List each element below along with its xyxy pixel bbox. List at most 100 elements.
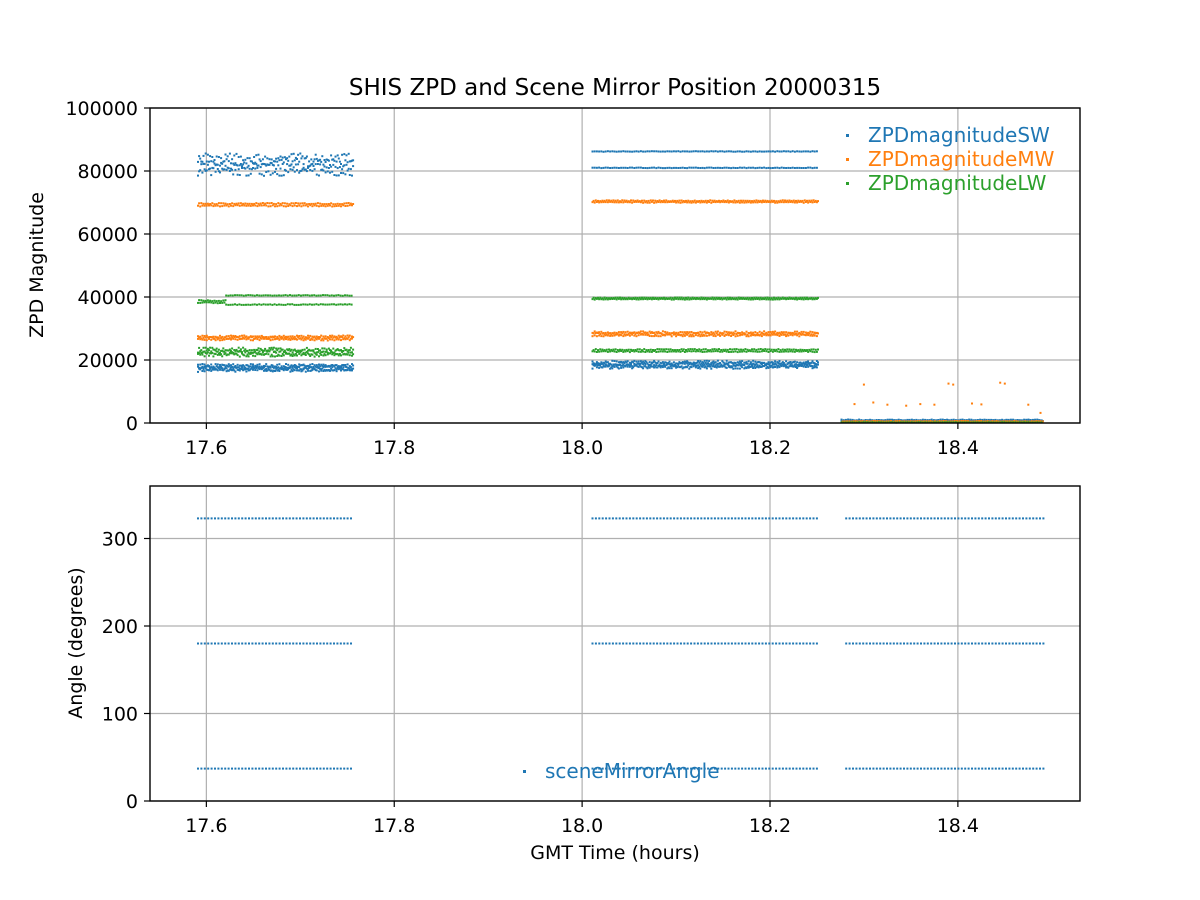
point-zpdmagnitudesw: [215, 368, 218, 371]
point-zpdmagnitudesw: [632, 361, 635, 364]
point-zpdmagnitudemw: [313, 339, 316, 342]
point-scenemirrorangle: [879, 642, 882, 645]
point-zpdmagnitudemw: [600, 201, 603, 204]
point-scenemirrorangle: [775, 642, 778, 645]
point-zpdmagnitudesw: [287, 159, 290, 162]
point-zpdmagnitudesw: [765, 167, 768, 170]
point-zpdmagnitudesw: [307, 367, 309, 370]
point-zpdmagnitudesw: [767, 363, 770, 366]
point-zpdmagnitudesw: [704, 361, 707, 364]
point-zpdmagnitudelw: [287, 349, 290, 352]
point-zpdmagnitudemw: [749, 201, 752, 204]
point-scenemirrorangle: [271, 642, 274, 645]
point-zpdmagnitudelw: [753, 348, 756, 351]
point-zpdmagnitudelw: [675, 350, 678, 353]
point-zpdmagnitudemw: [647, 333, 650, 336]
point-zpdmagnitudesw: [800, 362, 803, 365]
point-zpdmagnitudesw: [245, 174, 248, 177]
point-zpdmagnitudemw: [870, 420, 873, 423]
point-zpdmagnitudelw: [702, 296, 705, 299]
point-scenemirrorangle: [984, 642, 987, 645]
point-zpdmagnitudemw: [631, 331, 634, 334]
point-zpdmagnitudelw: [639, 298, 642, 301]
point-zpdmagnitudemw: [226, 203, 229, 206]
point-zpdmagnitudemw: [343, 337, 346, 340]
point-zpdmagnitudesw: [327, 167, 330, 169]
point-zpdmagnitudemw: [701, 201, 704, 204]
point-zpdmagnitudesw: [593, 150, 596, 153]
point-zpdmagnitudesw: [716, 362, 719, 365]
point-zpdmagnitudesw: [224, 365, 227, 368]
point-zpdmagnitudelw: [254, 355, 257, 358]
point-zpdmagnitudelw: [293, 294, 296, 297]
point-zpdmagnitudelw: [866, 421, 869, 424]
point-zpdmagnitudesw: [755, 362, 758, 365]
point-zpdmagnitudelw: [260, 349, 263, 352]
point-zpdmagnitudemw: [692, 331, 695, 334]
point-zpdmagnitudesw: [983, 418, 986, 421]
point-zpdmagnitudemw: [288, 203, 291, 206]
point-zpdmagnitudesw: [249, 160, 252, 163]
point-zpdmagnitudesw: [757, 361, 760, 363]
point-zpdmagnitudemw: [209, 203, 212, 205]
point-zpdmagnitudesw: [212, 368, 215, 371]
point-zpdmagnitudemw: [269, 205, 272, 208]
point-zpdmagnitudelw: [723, 350, 726, 352]
point-zpdmagnitudesw: [626, 167, 629, 169]
point-zpdmagnitudesw: [244, 167, 247, 170]
point-zpdmagnitudelw: [701, 298, 704, 301]
point-zpdmagnitudemw: [280, 337, 283, 340]
point-zpdmagnitudemw: [324, 205, 327, 208]
point-zpdmagnitudelw: [636, 348, 639, 351]
point-zpdmagnitudesw: [319, 163, 322, 166]
point-scenemirrorangle: [812, 517, 815, 520]
point-scenemirrorangle: [781, 767, 784, 770]
point-scenemirrorangle: [862, 517, 865, 520]
point-zpdmagnitudelw: [645, 296, 648, 299]
point-zpdmagnitudemw: [274, 335, 276, 338]
point-zpdmagnitudemw: [815, 331, 818, 334]
point-scenemirrorangle: [282, 642, 284, 645]
point-zpdmagnitudesw: [267, 170, 270, 173]
point-zpdmagnitudelw: [779, 297, 782, 300]
point-zpdmagnitudesw: [701, 365, 704, 368]
point-scenemirrorangle: [845, 767, 848, 770]
point-scenemirrorangle: [282, 767, 284, 770]
point-zpdmagnitudemw: [683, 331, 686, 334]
point-zpdmagnitudemw: [594, 332, 597, 335]
point-zpdmagnitudelw: [251, 294, 254, 297]
point-zpdmagnitudelw: [253, 348, 256, 351]
point-zpdmagnitudelw: [303, 348, 306, 351]
point-zpdmagnitudelw: [330, 350, 333, 353]
point-zpdmagnitudemw: [782, 201, 785, 204]
point-zpdmagnitudesw: [638, 364, 641, 367]
point-zpdmagnitudesw: [330, 364, 333, 367]
point-zpdmagnitudelw: [273, 294, 276, 297]
point-scenemirrorangle: [954, 517, 956, 520]
point-zpdmagnitudesw: [303, 157, 306, 160]
point-zpdmagnitudemw: [315, 204, 318, 207]
point-zpdmagnitudesw: [803, 362, 806, 365]
point-zpdmagnitudesw: [787, 366, 790, 369]
point-zpdmagnitudesw: [782, 166, 785, 169]
point-scenemirrorangle: [933, 517, 936, 520]
point-zpdmagnitudelw: [710, 350, 713, 353]
point-zpdmagnitudemw: [737, 199, 740, 202]
point-zpdmagnitudesw: [722, 361, 725, 364]
point-zpdmagnitudelw: [279, 347, 282, 350]
point-zpdmagnitudesw: [233, 154, 236, 157]
point-zpdmagnitudemw: [702, 200, 705, 203]
point-zpdmagnitudesw: [736, 363, 739, 366]
point-zpdmagnitudelw: [622, 298, 625, 301]
point-zpdmagnitudemw: [971, 420, 974, 423]
point-zpdmagnitudesw: [259, 166, 262, 169]
point-zpdmagnitudesw: [613, 150, 616, 153]
point-zpdmagnitudesw: [205, 160, 208, 163]
point-scenemirrorangle: [798, 767, 801, 770]
point-zpdmagnitudesw: [780, 364, 783, 367]
point-zpdmagnitudelw: [288, 348, 291, 351]
point-zpdmagnitudesw: [711, 361, 714, 364]
zpd-x-tick-label: 18.0: [561, 437, 603, 459]
point-zpdmagnitudelw: [701, 351, 704, 353]
point-zpdmagnitudesw: [687, 361, 690, 364]
